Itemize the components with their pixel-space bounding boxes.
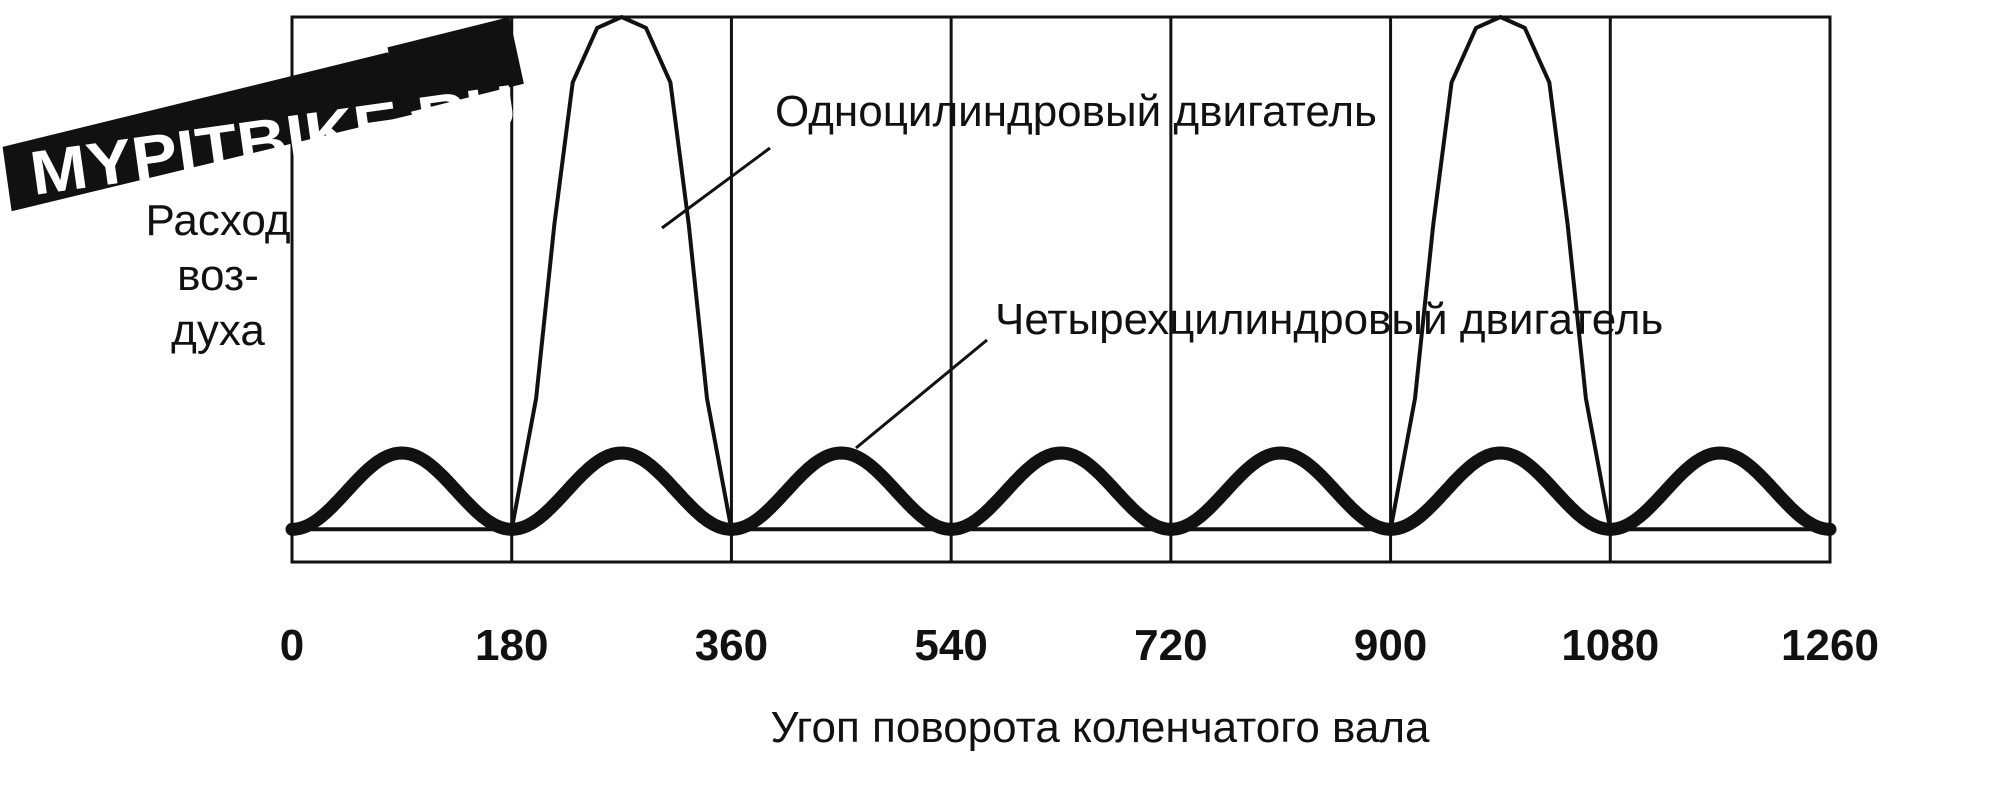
four-cylinder-label: Четырехцилиндровый двигатель xyxy=(995,295,1663,344)
x-tick-label-1080: 1080 xyxy=(1561,621,1659,670)
y-axis-label-line-2: воз- xyxy=(177,251,259,300)
y-axis-label-line-1: Расход xyxy=(145,196,290,245)
vertical-gridlines xyxy=(510,17,1612,562)
single-cylinder-label: Одноцилиндровый двигатель xyxy=(775,87,1377,136)
series-four-cylinder xyxy=(285,446,1837,536)
series-layer xyxy=(285,15,1837,536)
x-tick-label-1260: 1260 xyxy=(1781,621,1879,670)
single-cylinder-leader xyxy=(661,146,771,230)
watermark-logo: MYPITBIKE.RU xyxy=(2,17,524,212)
x-tick-label-540: 540 xyxy=(914,621,987,670)
y-axis-label-line-3: духа xyxy=(171,306,265,355)
x-axis-label: Угоп поворота коленчатого вала xyxy=(770,703,1430,752)
x-tick-label-0: 0 xyxy=(280,621,304,670)
x-tick-label-180: 180 xyxy=(475,621,548,670)
x-tick-labels: 0 180 360 540 720 900 1080 1260 xyxy=(280,621,1879,670)
watermark-banner-right xyxy=(387,17,524,114)
plot-frame xyxy=(290,15,1832,564)
four-cylinder-leader xyxy=(855,338,988,450)
x-tick-label-720: 720 xyxy=(1134,621,1207,670)
watermark-banner-left xyxy=(2,52,413,212)
x-tick-label-900: 900 xyxy=(1354,621,1427,670)
x-tick-label-360: 360 xyxy=(695,621,768,670)
